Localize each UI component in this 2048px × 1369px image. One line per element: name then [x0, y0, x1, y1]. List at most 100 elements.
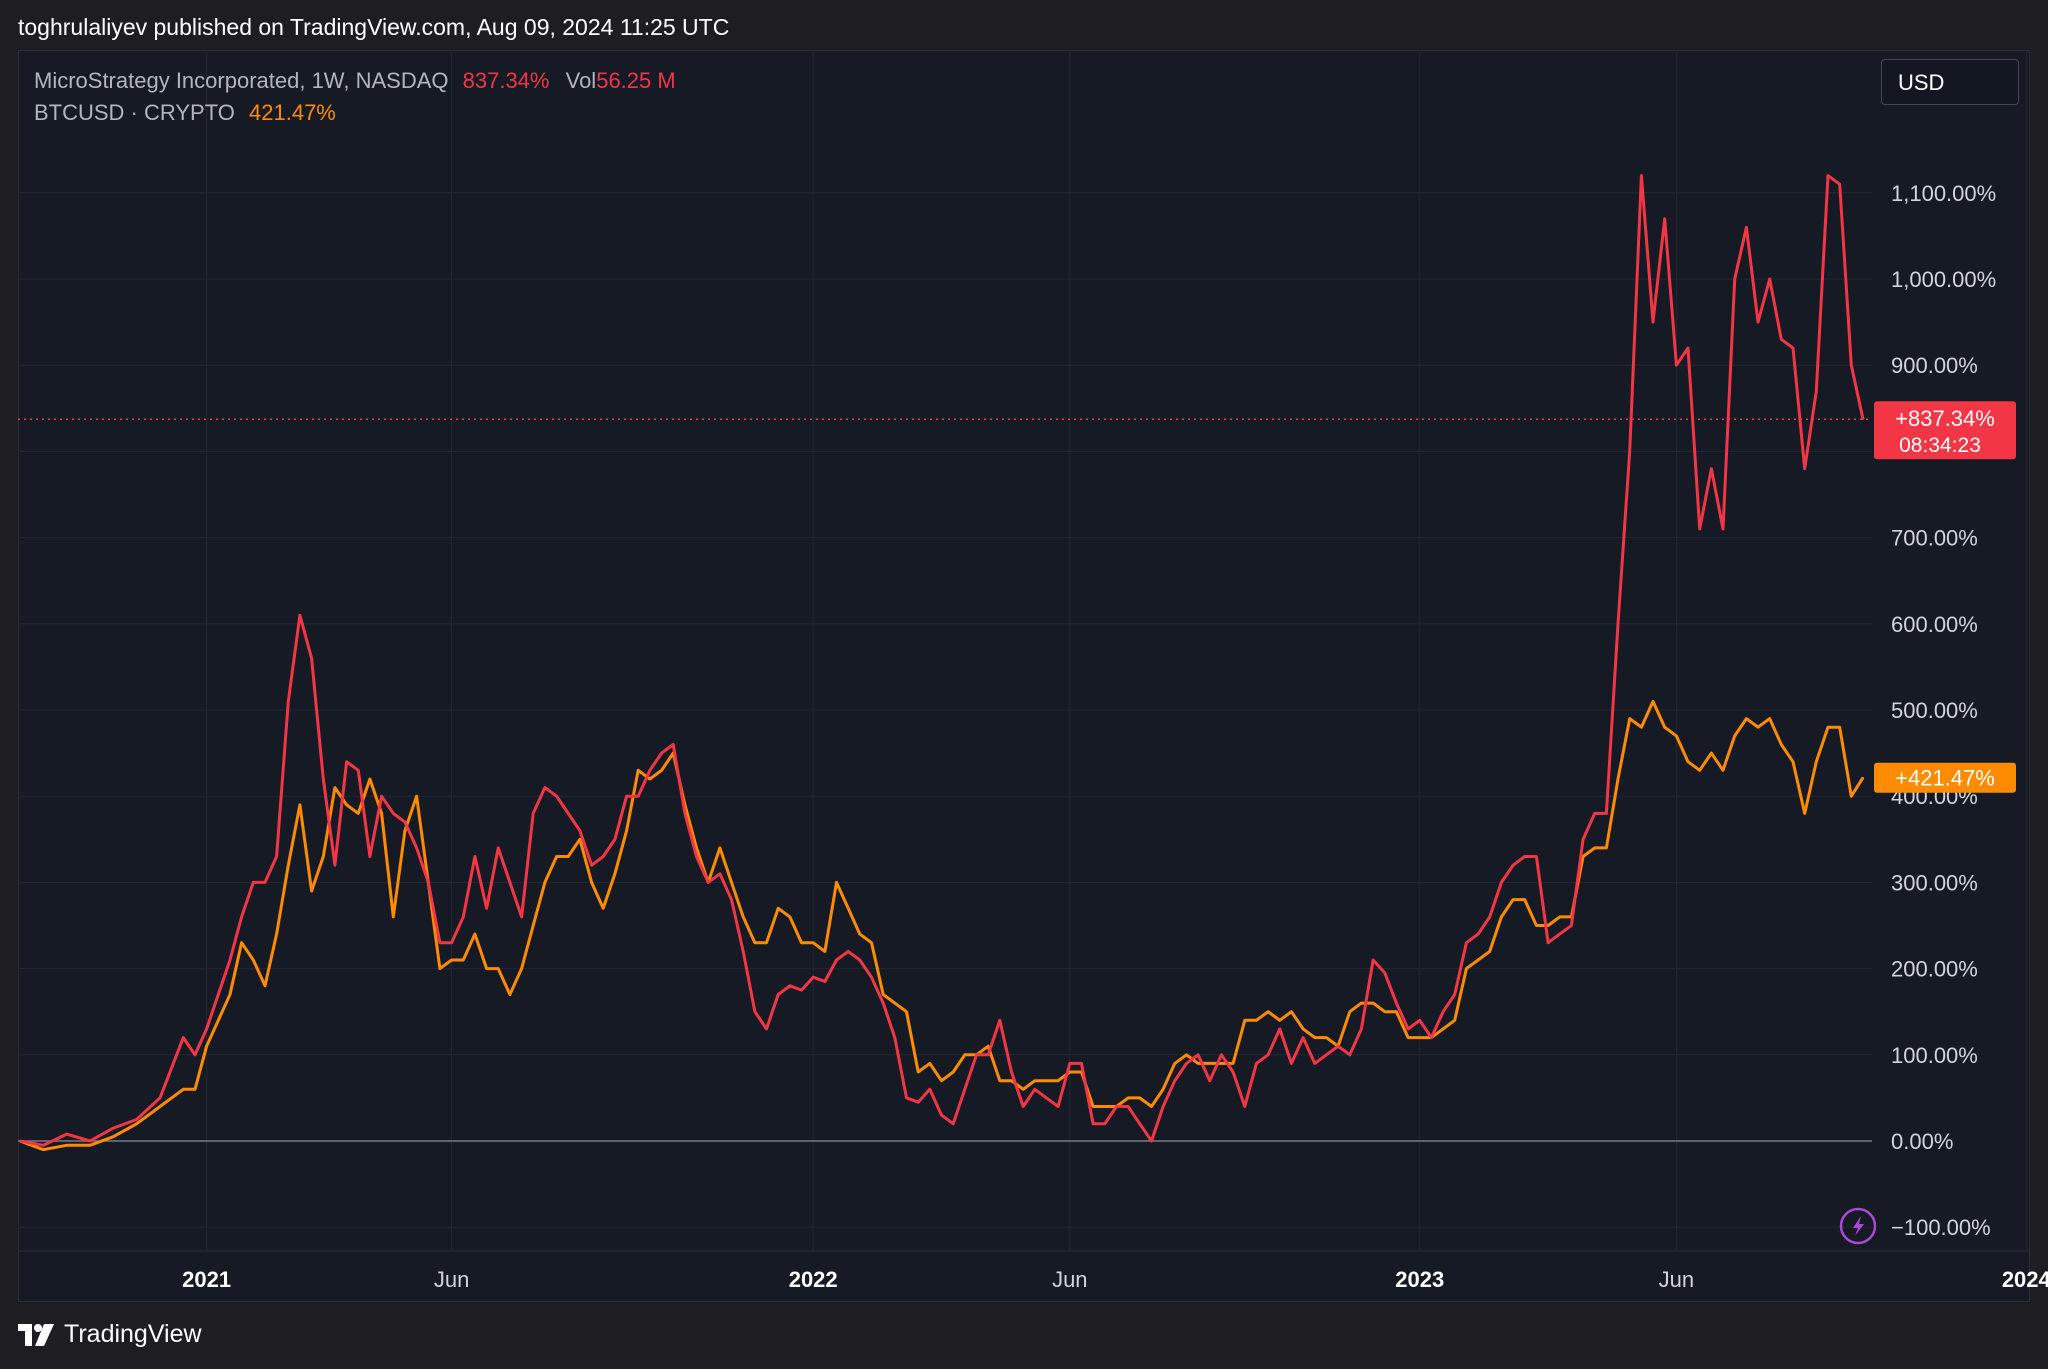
data-point — [380, 812, 383, 815]
data-point — [1197, 1054, 1199, 1056]
data-point — [940, 1079, 943, 1082]
data-point — [567, 855, 569, 858]
data-point — [1792, 760, 1794, 763]
lightning-icon[interactable] — [1839, 1207, 1877, 1245]
data-point — [1267, 1054, 1269, 1056]
data-point — [1104, 1123, 1106, 1125]
data-point — [1745, 717, 1748, 720]
data-point — [765, 1028, 768, 1030]
y-tick-label: −100.00% — [1891, 1215, 1991, 1240]
data-point — [1384, 972, 1386, 974]
tradingview-logo[interactable]: TradingView — [18, 1320, 202, 1349]
data-point — [287, 700, 290, 703]
data-point — [695, 847, 698, 849]
data-point — [240, 916, 243, 918]
data-point — [1360, 1028, 1363, 1030]
data-point — [1267, 1010, 1269, 1013]
data-point — [1255, 1062, 1258, 1065]
data-point — [19, 1140, 21, 1142]
data-point — [1022, 1088, 1024, 1091]
data-point — [1827, 726, 1829, 728]
data-point — [1453, 1019, 1456, 1022]
data-point — [1232, 1071, 1234, 1073]
data-point — [1850, 795, 1853, 797]
data-point — [1675, 735, 1678, 737]
chart-frame[interactable] — [18, 50, 2030, 1302]
data-point — [1010, 1071, 1013, 1073]
data-point — [614, 873, 616, 875]
y-tick-label: 1,000.00% — [1891, 267, 1996, 292]
data-point — [695, 855, 698, 858]
data-point — [439, 941, 441, 944]
data-point — [1675, 364, 1678, 367]
data-point — [730, 898, 733, 901]
data-point — [89, 1144, 91, 1147]
data-point — [614, 838, 616, 841]
data-point — [357, 769, 360, 772]
data-point — [917, 1101, 919, 1103]
y-tick-label: 200.00% — [1891, 957, 1978, 982]
data-point — [194, 1088, 196, 1091]
tradingview-brand: TradingView — [64, 1320, 202, 1348]
data-point — [1453, 993, 1456, 996]
data-point — [1617, 623, 1619, 625]
data-point — [1535, 924, 1538, 927]
data-point — [1255, 1019, 1258, 1022]
data-point — [777, 907, 779, 910]
data-point — [1862, 776, 1864, 779]
data-point — [1045, 1097, 1048, 1099]
data-point — [1617, 778, 1619, 780]
data-point — [275, 933, 278, 935]
data-point — [544, 881, 546, 884]
mstr-legend-change: 837.34% — [462, 68, 550, 93]
legend-row-mstr: MicroStrategy Incorporated, 1W, NASDAQ 8… — [34, 68, 676, 94]
data-point — [1057, 1079, 1059, 1082]
data-point — [1733, 735, 1736, 737]
data-point — [1780, 338, 1783, 341]
data-point — [194, 1054, 196, 1056]
data-point — [112, 1135, 115, 1138]
data-point — [1710, 752, 1713, 754]
data-point — [1722, 528, 1724, 530]
data-point — [1185, 1054, 1188, 1056]
data-point — [1465, 967, 1468, 970]
x-tick-label: Jun — [434, 1267, 469, 1292]
data-point — [1150, 1105, 1153, 1108]
data-point — [1570, 924, 1573, 927]
data-point — [649, 769, 651, 772]
data-point — [1220, 1054, 1223, 1056]
data-point — [532, 924, 534, 927]
data-point — [1827, 174, 1829, 177]
y-tick-label: 600.00% — [1891, 612, 1978, 637]
data-point — [1290, 1010, 1293, 1013]
data-point — [462, 916, 465, 918]
data-point — [1698, 769, 1701, 772]
data-point — [310, 890, 313, 892]
mstr-price-badge-countdown: 08:34:23 — [1899, 434, 1981, 457]
data-point — [847, 907, 849, 910]
data-point — [835, 881, 838, 884]
data-point — [1687, 347, 1689, 349]
currency-selector[interactable]: USD — [1881, 59, 2019, 105]
series-line — [19, 174, 1865, 1147]
data-point — [1768, 278, 1771, 280]
data-point — [1069, 1071, 1071, 1073]
data-point — [1605, 847, 1608, 849]
data-point — [1209, 1062, 1211, 1065]
data-point — [229, 993, 231, 996]
data-point — [450, 959, 453, 961]
data-point — [672, 743, 674, 746]
grid-lines — [18, 52, 2027, 1250]
data-point — [1220, 1062, 1223, 1065]
data-point — [334, 786, 336, 789]
data-point — [870, 976, 873, 978]
x-axis: 2021Jun2022Jun2023Jun2024May — [18, 1250, 2048, 1292]
data-point — [964, 1088, 966, 1091]
data-point — [1314, 1036, 1316, 1039]
data-point — [742, 916, 744, 918]
data-point — [1080, 1062, 1083, 1065]
data-point — [1045, 1079, 1048, 1082]
data-point — [485, 907, 488, 910]
data-point — [1605, 812, 1608, 815]
